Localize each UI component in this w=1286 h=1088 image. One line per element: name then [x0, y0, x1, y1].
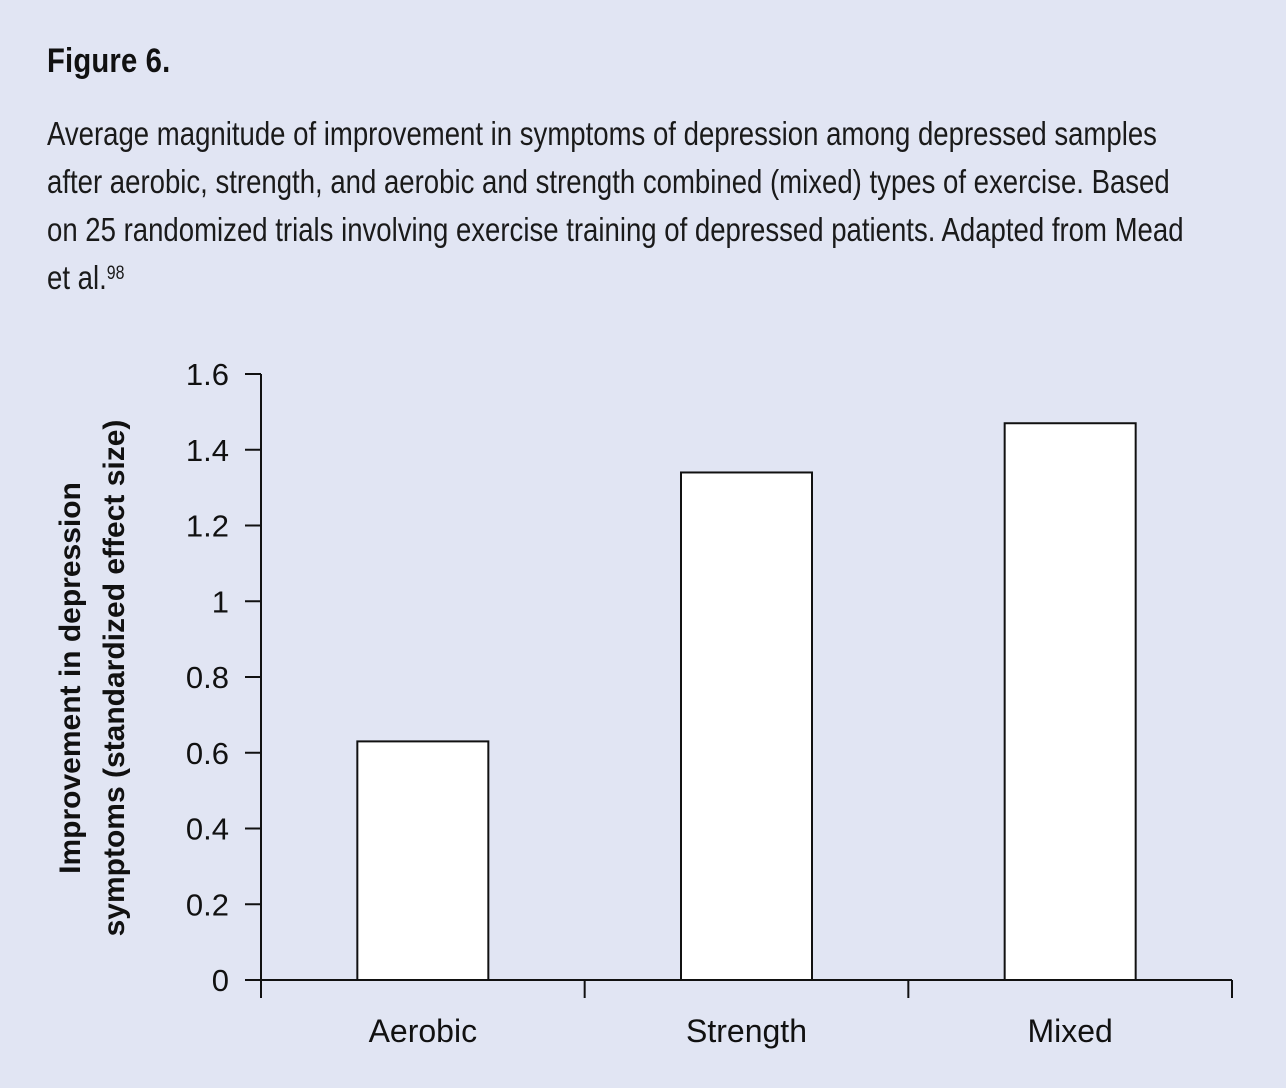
x-axis-ticks: Aerobic Strength Mixed: [260, 980, 1233, 1049]
y-axis-label-line1: Improvement in depression: [54, 482, 87, 874]
y-tick-label: 0.6: [186, 736, 229, 771]
y-tick-label: 0.8: [186, 660, 229, 695]
caption-reference: 98: [106, 263, 125, 284]
y-tick-label: 1.6: [186, 357, 229, 392]
y-tick-label: 0: [212, 963, 229, 998]
figure-label: Figure 6.: [47, 42, 171, 80]
x-category-label: Mixed: [1027, 1013, 1112, 1049]
x-category-label: Aerobic: [369, 1013, 478, 1049]
y-tick-label: 1.2: [186, 509, 229, 544]
y-axis-label: Improvement in depression symptoms (stan…: [54, 420, 131, 937]
y-tick-label: 0.2: [186, 887, 229, 922]
bar-strength: [680, 471, 813, 981]
y-tick-label: 1: [212, 584, 229, 619]
chart-bars: [356, 422, 1137, 982]
y-axis-label-line2: symptoms (standardized effect size): [98, 420, 131, 937]
figure-caption: Average magnitude of improvement in symp…: [47, 110, 1208, 302]
bar-mixed: [1003, 422, 1137, 981]
y-tick-label: 0.4: [186, 812, 229, 847]
x-category-label: Strength: [686, 1013, 807, 1049]
y-tick-label: 1.4: [186, 433, 229, 468]
caption-text: Average magnitude of improvement in symp…: [47, 115, 1184, 296]
bar-aerobic: [356, 740, 490, 982]
